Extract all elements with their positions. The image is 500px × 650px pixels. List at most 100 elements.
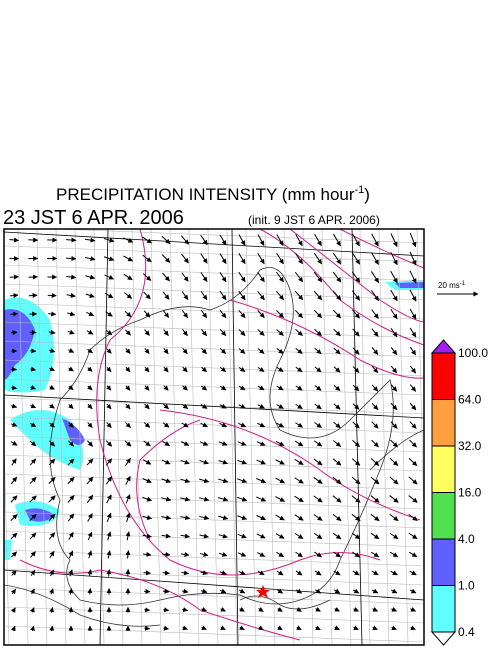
wind-arrow bbox=[219, 570, 227, 576]
wind-arrow bbox=[68, 588, 74, 595]
wind-arrow bbox=[30, 569, 36, 577]
wind-arrow bbox=[10, 607, 16, 613]
wind-arrow bbox=[181, 291, 189, 301]
grid-line bbox=[359, 229, 371, 645]
wind-arrow bbox=[371, 328, 379, 337]
wind-arrow bbox=[237, 496, 248, 502]
wind-arrow bbox=[239, 606, 245, 612]
wind-arrow bbox=[181, 422, 189, 428]
wind-arrow bbox=[391, 625, 397, 631]
colorbar-label: 16.0 bbox=[458, 486, 482, 500]
wind-arrow bbox=[142, 533, 152, 539]
wind-arrow bbox=[200, 588, 208, 594]
grid-line bbox=[207, 229, 219, 645]
wind-arrow bbox=[371, 309, 379, 319]
wind-arrow bbox=[142, 254, 152, 263]
wind-arrow bbox=[87, 588, 93, 595]
wind-arrow bbox=[294, 532, 304, 540]
wind-arrow bbox=[29, 476, 37, 485]
wind-arrow bbox=[49, 569, 54, 577]
wind-arrow bbox=[409, 270, 417, 284]
wind-arrow bbox=[48, 532, 56, 540]
wind-arrow bbox=[409, 421, 417, 429]
wind-arrow bbox=[276, 271, 284, 283]
title-close: ) bbox=[364, 185, 370, 204]
colorbar-label: 32.0 bbox=[458, 439, 482, 453]
grid-line bbox=[36, 229, 48, 645]
wind-arrow bbox=[238, 366, 246, 373]
wind-arrow bbox=[333, 551, 341, 558]
wind-arrow bbox=[142, 496, 153, 502]
reference-exponent: -1 bbox=[460, 281, 466, 287]
grid-line bbox=[4, 568, 424, 586]
wind-arrow bbox=[66, 237, 77, 243]
wind-arrow bbox=[275, 290, 285, 301]
wind-arrow bbox=[332, 495, 342, 503]
wind-arrow bbox=[144, 403, 150, 410]
wind-arrow bbox=[68, 403, 74, 409]
wind-arrow bbox=[144, 348, 150, 355]
wind-arrow bbox=[30, 588, 35, 595]
wind-arrow bbox=[161, 478, 171, 483]
wind-arrow bbox=[334, 625, 340, 631]
wind-arrow bbox=[125, 348, 131, 354]
wind-arrow bbox=[275, 514, 285, 521]
wind-arrow bbox=[10, 311, 19, 317]
wind-arrow bbox=[295, 422, 304, 428]
wind-arrow bbox=[353, 625, 359, 631]
wind-arrow bbox=[313, 252, 323, 265]
wind-arrow bbox=[48, 311, 57, 317]
wind-arrow bbox=[144, 366, 150, 373]
parallel bbox=[4, 569, 424, 601]
wind-arrow bbox=[67, 329, 75, 335]
wind-arrow bbox=[410, 625, 416, 631]
grid-line bbox=[112, 229, 124, 645]
grid-line bbox=[4, 302, 424, 320]
wind-arrow bbox=[409, 327, 417, 338]
wind-arrow bbox=[333, 233, 341, 247]
wind-arrow bbox=[237, 459, 247, 465]
wind-arrow bbox=[351, 513, 361, 522]
wind-arrow bbox=[296, 606, 302, 612]
wind-arrow bbox=[408, 476, 418, 485]
wind-arrow bbox=[332, 458, 342, 466]
wind-arrow bbox=[389, 458, 399, 466]
wind-arrow bbox=[294, 495, 304, 503]
wind-arrow bbox=[238, 234, 246, 246]
wind-arrow bbox=[294, 309, 304, 319]
wind-arrow bbox=[125, 475, 131, 485]
wind-arrow bbox=[352, 403, 360, 410]
grid-line bbox=[188, 229, 200, 645]
wind-arrow bbox=[68, 366, 74, 372]
wind-arrow bbox=[408, 513, 418, 522]
title: PRECIPITATION INTENSITY (mm hour-1) bbox=[56, 184, 370, 204]
wind-arrow bbox=[256, 441, 266, 446]
wind-arrow bbox=[180, 459, 190, 465]
wind-arrow bbox=[29, 532, 37, 540]
wind-arrow bbox=[106, 531, 112, 541]
wind-arrow bbox=[219, 348, 227, 354]
wind-arrow bbox=[9, 274, 19, 280]
wind-arrow bbox=[390, 289, 398, 302]
wind-arrow bbox=[238, 309, 246, 319]
wind-arrow bbox=[219, 385, 227, 391]
wind-arrow bbox=[257, 329, 265, 336]
wind-arrow bbox=[10, 476, 18, 485]
wind-arrow bbox=[409, 233, 417, 248]
wind-arrow bbox=[161, 515, 172, 521]
wind-arrow bbox=[125, 422, 131, 428]
grid-line bbox=[416, 229, 424, 533]
wind-arrow bbox=[390, 328, 398, 338]
wind-arrow bbox=[408, 495, 418, 503]
wind-arrow bbox=[238, 403, 246, 409]
wind-arrow bbox=[180, 478, 191, 483]
wind-arrow bbox=[351, 252, 361, 265]
wind-arrow bbox=[219, 422, 228, 428]
wind-arrow bbox=[238, 271, 246, 283]
wind-arrow bbox=[390, 251, 398, 266]
isobar bbox=[136, 419, 201, 541]
wind-arrow bbox=[199, 441, 209, 446]
wind-arrow bbox=[86, 494, 94, 504]
wind-arrow bbox=[237, 515, 248, 521]
wind-arrow bbox=[351, 476, 361, 485]
